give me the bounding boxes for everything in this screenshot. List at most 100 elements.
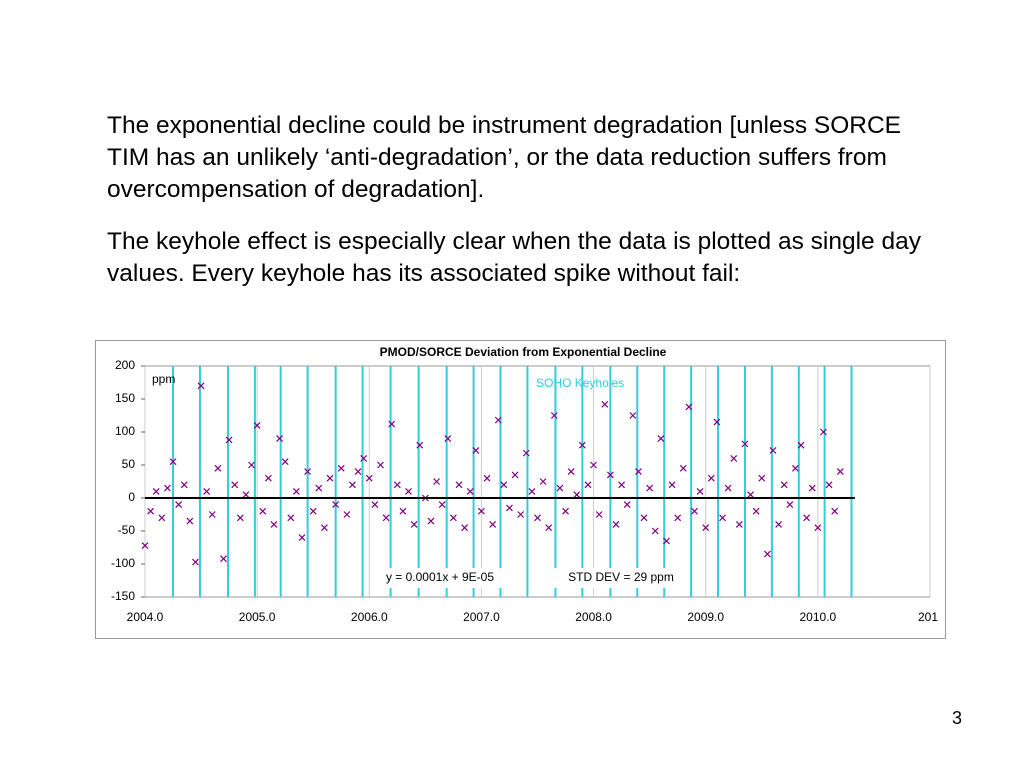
point [668,481,676,489]
point [595,511,603,518]
point [797,441,805,449]
y-tick-label: 0 [128,490,135,504]
point [147,507,155,515]
point [719,514,726,522]
point [578,441,586,449]
annotation-box [550,568,690,588]
point [506,504,513,512]
point [483,474,491,482]
point [326,474,334,482]
point [792,464,799,472]
point [775,520,783,528]
y-tick-label: 100 [115,424,135,438]
point [214,464,222,472]
x-tick-label: 2010.0 [800,610,837,624]
x-tick-label: 2008.0 [575,610,612,624]
y-tick-label: 200 [115,358,135,372]
point [203,487,211,495]
point [365,474,373,482]
point [528,487,536,495]
point [270,520,278,528]
point [461,524,469,532]
x-tick-label: 201 [918,610,938,624]
unit-label: ppm [152,372,175,386]
point [758,474,766,482]
point [405,487,412,495]
annotation: STD DEV = 29 ppm [568,570,674,584]
point [511,471,519,479]
y-tick-label: 50 [122,457,136,471]
point [332,501,340,509]
point [590,461,597,469]
point [831,507,839,515]
point [192,558,199,566]
point [438,501,446,509]
point [550,412,558,419]
point [444,435,452,443]
point [231,481,239,489]
chart: PMOD/SORCE Deviation from Exponential De… [95,340,946,639]
point [180,481,188,489]
y-tick-label: -50 [118,523,136,537]
point [236,514,244,522]
point [337,464,345,472]
point [780,481,788,489]
point [292,487,300,495]
point [808,484,816,492]
point [393,481,401,489]
x-tick-label: 2005.0 [239,610,276,624]
point [360,454,368,462]
point [382,514,390,522]
point [494,416,502,424]
point [769,447,777,454]
point [478,507,485,515]
point [371,501,379,509]
point [321,524,328,532]
point [663,537,670,545]
point [735,520,743,528]
point [752,507,760,515]
keyhole-label: SOHO Keyholes [536,376,624,390]
point [416,441,424,449]
point [377,461,384,469]
point [836,468,844,476]
point [309,507,317,515]
point [197,382,205,390]
point [354,468,362,476]
plot-area [144,365,931,598]
point [225,436,233,444]
point [724,484,732,492]
point [747,491,754,499]
point [640,514,648,522]
point [466,487,474,495]
point [276,435,283,443]
annotation-box [370,568,510,588]
point [567,468,575,476]
point [388,420,396,428]
point [489,520,497,528]
point [169,458,177,466]
point [304,468,312,476]
point [152,487,160,495]
point [820,428,827,436]
point [449,514,457,522]
point [534,514,541,522]
point [517,511,525,518]
point [584,481,592,489]
point [691,507,698,515]
point [242,491,250,499]
point [259,507,267,515]
point [539,478,547,485]
point [679,464,687,472]
point [562,507,569,515]
point [707,474,715,482]
chart-title: PMOD/SORCE Deviation from Exponential De… [380,345,667,359]
point [696,487,704,495]
x-tick-label: 2009.0 [687,610,724,624]
point [287,514,295,522]
point [427,517,435,525]
point [623,501,631,509]
point [601,400,609,408]
point [298,534,306,542]
